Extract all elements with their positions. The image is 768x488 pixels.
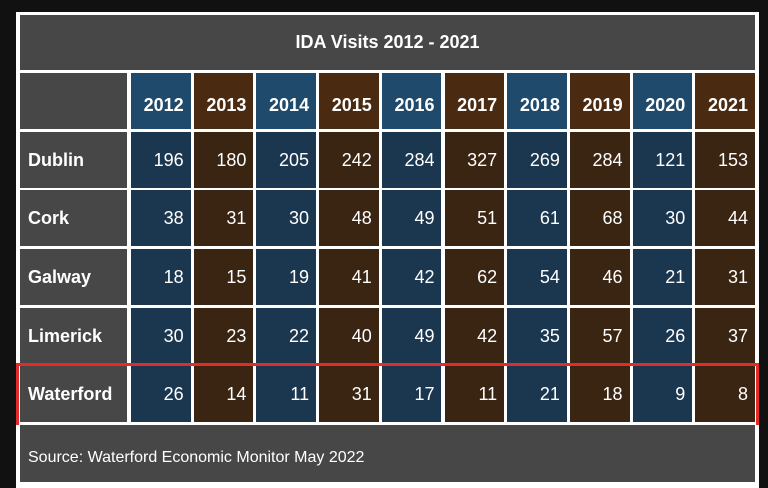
value-cell-waterford-2012: 26	[131, 366, 191, 422]
value-cell-limerick-2020: 26	[632, 308, 693, 364]
corner-cell	[20, 73, 127, 129]
value-cell-limerick-2014: 22	[256, 308, 317, 364]
value-cell-waterford-2020: 9	[632, 366, 693, 422]
value-cell-cork-2016: 49	[381, 190, 442, 246]
value-cell-dublin-2020: 121	[632, 132, 693, 188]
value-cell-dublin-2019: 284	[569, 132, 630, 188]
value-cell-cork-2020: 30	[632, 190, 693, 246]
row-label-dublin: Dublin	[20, 132, 127, 188]
column-header-2013: 2013	[193, 73, 254, 129]
value-cell-galway-2013: 15	[193, 249, 254, 305]
value-cell-waterford-2021: 8	[695, 366, 755, 422]
value-cell-dublin-2021: 153	[695, 132, 755, 188]
value-cell-limerick-2017: 42	[444, 308, 505, 364]
value-cell-cork-2021: 44	[695, 190, 755, 246]
column-header-2016: 2016	[381, 73, 442, 129]
value-cell-dublin-2013: 180	[193, 132, 254, 188]
value-cell-waterford-2014: 11	[256, 366, 317, 422]
value-cell-dublin-2016: 284	[381, 132, 442, 188]
row-label-cork: Cork	[20, 190, 127, 246]
value-cell-galway-2021: 31	[695, 249, 755, 305]
value-cell-cork-2017: 51	[444, 190, 505, 246]
column-header-2019: 2019	[569, 73, 630, 129]
value-cell-limerick-2013: 23	[193, 308, 254, 364]
ida-visits-table: IDA Visits 2012 - 2021 Source: Waterford…	[16, 12, 759, 488]
value-cell-cork-2012: 38	[131, 190, 191, 246]
row-label-galway: Galway	[20, 249, 127, 305]
value-cell-limerick-2018: 35	[507, 308, 567, 364]
row-label-waterford: Waterford	[20, 366, 127, 422]
value-cell-cork-2013: 31	[193, 190, 254, 246]
column-header-2012: 2012	[131, 73, 191, 129]
column-header-2020: 2020	[632, 73, 693, 129]
value-cell-galway-2020: 21	[632, 249, 693, 305]
value-cell-galway-2016: 42	[381, 249, 442, 305]
value-cell-waterford-2013: 14	[193, 366, 254, 422]
value-cell-waterford-2019: 18	[569, 366, 630, 422]
value-cell-waterford-2017: 11	[444, 366, 505, 422]
value-cell-dublin-2012: 196	[131, 132, 191, 188]
value-cell-dublin-2018: 269	[507, 132, 567, 188]
value-cell-cork-2018: 61	[507, 190, 567, 246]
value-cell-dublin-2015: 242	[319, 132, 379, 188]
value-cell-waterford-2018: 21	[507, 366, 567, 422]
value-cell-cork-2019: 68	[569, 190, 630, 246]
value-cell-waterford-2016: 17	[381, 366, 442, 422]
column-header-2015: 2015	[319, 73, 379, 129]
value-cell-limerick-2019: 57	[569, 308, 630, 364]
table-title: IDA Visits 2012 - 2021	[20, 15, 755, 70]
column-header-2021: 2021	[695, 73, 755, 129]
column-header-2014: 2014	[256, 73, 317, 129]
value-cell-cork-2014: 30	[256, 190, 317, 246]
value-cell-limerick-2012: 30	[131, 308, 191, 364]
value-cell-waterford-2015: 31	[319, 366, 379, 422]
value-cell-galway-2012: 18	[131, 249, 191, 305]
value-cell-limerick-2021: 37	[695, 308, 755, 364]
row-label-limerick: Limerick	[20, 308, 127, 364]
column-header-2018: 2018	[507, 73, 567, 129]
value-cell-limerick-2015: 40	[319, 308, 379, 364]
source-note: Source: Waterford Economic Monitor May 2…	[20, 425, 755, 482]
value-cell-galway-2017: 62	[444, 249, 505, 305]
value-cell-galway-2019: 46	[569, 249, 630, 305]
value-cell-galway-2014: 19	[256, 249, 317, 305]
value-cell-cork-2015: 48	[319, 190, 379, 246]
value-cell-dublin-2017: 327	[444, 132, 505, 188]
column-header-2017: 2017	[444, 73, 505, 129]
value-cell-galway-2018: 54	[507, 249, 567, 305]
value-cell-galway-2015: 41	[319, 249, 379, 305]
value-cell-dublin-2014: 205	[256, 132, 317, 188]
value-cell-limerick-2016: 49	[381, 308, 442, 364]
